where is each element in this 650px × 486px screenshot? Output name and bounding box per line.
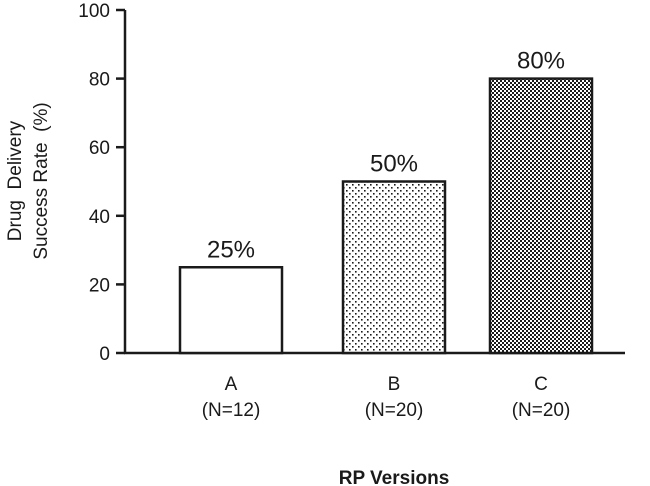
y-tick-label: 60 <box>89 138 110 159</box>
bar-b <box>341 180 447 355</box>
y-axis-title-line-2: Success Rate (%) <box>31 102 52 259</box>
x-category-label: C <box>534 374 548 395</box>
data-labels: 25% 50% 80% <box>207 48 565 264</box>
bar-value-label: 25% <box>207 236 255 263</box>
x-category-sublabel: (N=20) <box>365 400 424 421</box>
y-tick-label: 0 <box>99 344 110 365</box>
bar-value-label: 50% <box>370 151 418 178</box>
y-tick-label: 40 <box>89 207 110 228</box>
y-axis-ticks: 0 20 40 60 80 100 <box>78 1 125 365</box>
y-axis-title-line-1: Drug Delivery <box>5 120 26 241</box>
x-category-sublabel: (N=12) <box>202 400 261 421</box>
y-tick-label: 20 <box>89 275 110 296</box>
y-tick-label: 80 <box>89 70 110 91</box>
x-axis-category-labels: A (N=12) B (N=20) C (N=20) <box>202 374 571 421</box>
bar-a <box>178 266 284 355</box>
x-axis-title: RP Versions <box>339 468 450 486</box>
x-category-label: A <box>225 374 238 395</box>
x-category-sublabel: (N=20) <box>512 400 571 421</box>
y-tick-label: 100 <box>78 1 110 22</box>
x-category-label: B <box>388 374 401 395</box>
bar-value-label: 80% <box>517 48 565 75</box>
bar-c <box>488 77 594 355</box>
bar-series <box>178 77 594 355</box>
